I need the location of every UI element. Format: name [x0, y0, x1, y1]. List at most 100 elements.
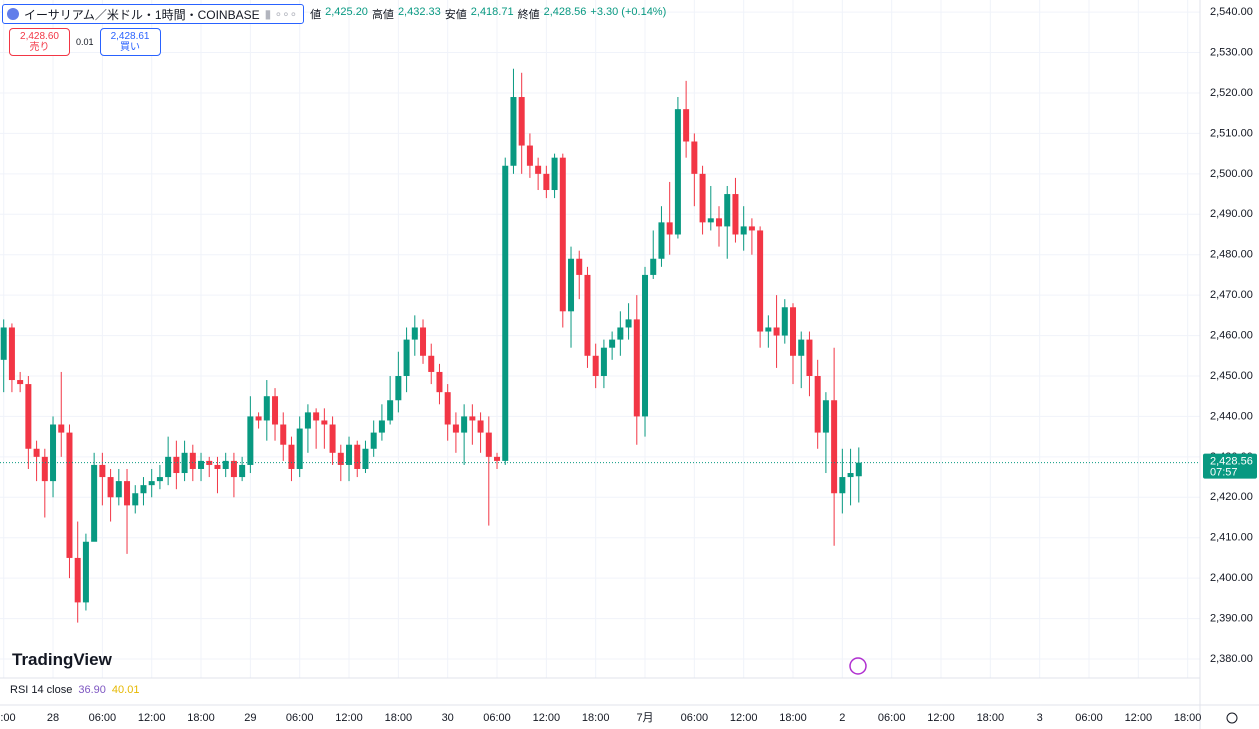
buy-button[interactable]: 2,428.61 買い — [99, 28, 161, 56]
candle-body — [781, 307, 788, 336]
x-tick-label: 7月 — [636, 712, 653, 724]
candle-body — [625, 319, 632, 328]
x-tick-label: 12:00 — [730, 712, 758, 724]
candle-body — [387, 400, 394, 421]
candle-body — [173, 456, 180, 474]
y-tick-label: 2,510.00 — [1210, 127, 1253, 139]
candle-body — [757, 230, 764, 332]
x-tick-label: 18:00 — [1174, 712, 1202, 724]
candle-body — [156, 477, 163, 482]
plot — [0, 0, 1200, 678]
open-label: 値 — [310, 9, 322, 21]
symbol: イーサリアム／米ドル・1時間・COINBASE — [24, 7, 260, 22]
candle-body — [773, 327, 780, 336]
candle-body — [847, 473, 854, 478]
candle-body — [66, 432, 73, 558]
y-tick-label: 2,440.00 — [1210, 410, 1253, 422]
change: +3.30 (+0.14%) — [590, 6, 667, 18]
settings-icon[interactable] — [1226, 712, 1238, 724]
x-tick-label: 29 — [244, 712, 256, 724]
y-tick-label: 2,390.00 — [1210, 612, 1253, 624]
candle-body — [806, 339, 813, 376]
candle-body — [822, 400, 829, 433]
candle-body — [370, 432, 377, 449]
indicator-legend: RSI 14 close 36.90 40.01 — [10, 684, 139, 696]
x-tick-label: 18:00 — [187, 712, 215, 724]
candle-body — [724, 194, 731, 227]
candle-body — [428, 355, 435, 372]
sell-button[interactable]: 2,428.60 売り — [9, 28, 70, 56]
candle-body — [568, 258, 575, 312]
candle-body — [403, 339, 410, 376]
candle-body — [461, 416, 468, 433]
x-tick-label: 06:00 — [286, 712, 314, 724]
candle-body — [740, 226, 747, 235]
candle-body — [181, 452, 188, 474]
y-tick-label: 2,380.00 — [1210, 653, 1253, 665]
candle-body — [526, 145, 533, 166]
last-price-label: 2,428.56 — [1210, 456, 1253, 468]
x-tick-label: 06:00 — [89, 712, 117, 724]
candle-body — [477, 420, 484, 433]
candle-body — [337, 452, 344, 465]
candle-body — [592, 355, 599, 376]
candle-body — [600, 347, 607, 376]
candle-body — [354, 444, 361, 469]
candle-body — [502, 165, 509, 461]
y-tick-label: 2,450.00 — [1210, 370, 1253, 382]
symbol-box[interactable]: イーサリアム／米ドル・1時間・COINBASE ▮ ∘∘∘ — [2, 4, 305, 24]
countdown: 07:57 — [1210, 467, 1238, 479]
candle-body — [559, 157, 566, 312]
candle-body — [633, 319, 640, 417]
candle-body — [436, 371, 443, 393]
dots: ▮ ∘∘∘ — [264, 7, 298, 21]
candle-body — [411, 327, 418, 340]
candle-body — [839, 477, 846, 494]
candle-body — [140, 485, 147, 494]
candle-body — [296, 428, 303, 469]
close-label: 終値 — [517, 9, 540, 21]
candle-body — [263, 396, 270, 421]
high: 2,432.33 — [397, 6, 441, 18]
indicator-value: 36.90 — [78, 684, 106, 696]
y-tick-label: 2,410.00 — [1210, 532, 1253, 544]
brand: TradingView — [12, 650, 112, 669]
candle-body — [535, 165, 542, 174]
candle-body — [222, 460, 229, 469]
x-tick-label: :00 — [0, 712, 15, 724]
candle-body — [650, 258, 657, 275]
candle-body — [115, 481, 122, 498]
candle-body — [8, 327, 15, 381]
candle-body — [165, 456, 172, 478]
x-tick-label: 12:00 — [138, 712, 166, 724]
sell-label: 売り — [29, 42, 50, 53]
candle-body — [814, 375, 821, 433]
y-tick-label: 2,520.00 — [1210, 87, 1253, 99]
candle-body — [58, 424, 65, 433]
low: 2,418.71 — [470, 6, 514, 18]
indicator-name: RSI 14 close — [10, 684, 73, 696]
candle-body — [206, 460, 213, 465]
candle-body — [124, 481, 131, 506]
candle-body — [485, 432, 492, 457]
news-icon[interactable] — [849, 657, 867, 675]
y-tick-label: 2,420.00 — [1210, 491, 1253, 503]
candle-body — [707, 218, 714, 223]
candle-body — [658, 222, 665, 259]
candle-body — [17, 380, 24, 385]
x-tick-label: 30 — [442, 712, 454, 724]
candle-body — [33, 448, 40, 457]
candle-body — [329, 424, 336, 453]
x-tick-label: 06:00 — [681, 712, 709, 724]
header: イーサリアム／米ドル・1時間・COINBASE ▮ ∘∘∘ 値 2,425.20 高… — [2, 4, 666, 24]
candle-body — [831, 400, 838, 494]
candle-body — [494, 456, 501, 461]
y-tick-label: 2,540.00 — [1210, 6, 1253, 18]
candle-body — [642, 274, 649, 417]
candle-body — [716, 218, 723, 227]
ohlc: 値 2,425.20 高値 2,432.33 安値 2,418.71 終値 2,428.… — [310, 6, 666, 22]
sell-price: 2,428.60 — [20, 31, 59, 42]
candle-body — [313, 412, 320, 421]
indicator-pane — [0, 678, 1259, 705]
